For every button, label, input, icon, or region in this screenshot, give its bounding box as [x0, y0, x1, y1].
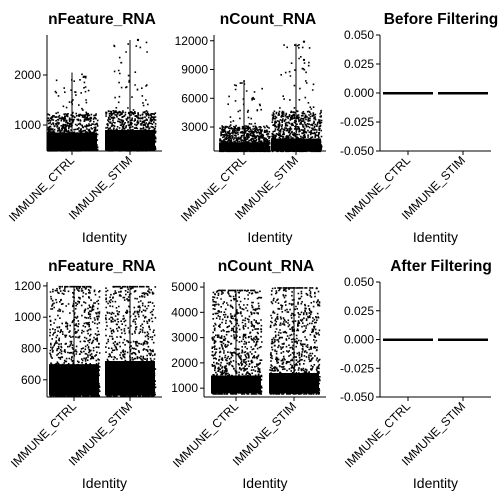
- panel-4-title: nFeature_RNA: [48, 258, 156, 275]
- panel-3-ytick-label: 0.000: [344, 86, 374, 100]
- panel-2-ytick-label: 9000: [181, 63, 208, 77]
- panel-2-series-1-dense: [219, 142, 269, 151]
- panel-5-series-1-dense: [211, 375, 261, 394]
- panel-6-ytick-label: 0.000: [344, 333, 374, 347]
- panel-6-series-1-points: [383, 338, 433, 341]
- panel-3-ytick-label: -0.050: [340, 144, 374, 158]
- panel-6-series-2-points: [438, 338, 488, 341]
- panel-4-ytick-label: 1000: [14, 310, 41, 324]
- panel-4-ytick-label: 600: [21, 373, 41, 387]
- panel-1-series-1-scatter: [47, 73, 99, 152]
- panel-2-series-2-points: [271, 43, 323, 153]
- panel-2-xlabel: Identity: [247, 229, 292, 245]
- panel-2-series-2-dense: [271, 138, 321, 151]
- panel-1-series-1-dense: [47, 132, 97, 150]
- panel-5-ytick-label: 4000: [171, 305, 198, 319]
- panel-5-ytick-label: 1000: [171, 381, 198, 395]
- panel-1-xlabel: Identity: [82, 229, 127, 245]
- panel-6-ytick-label: 0.050: [344, 275, 374, 289]
- panel-2-ytick-label: 3000: [181, 120, 208, 134]
- panel-1-outlier: [136, 38, 140, 42]
- panel-5-ytick-label: 2000: [171, 356, 198, 370]
- panel-5-title: nCount_RNA: [218, 258, 314, 275]
- panel-6-title: After Filtering: [390, 258, 492, 275]
- panel-1-title: nFeature_RNA: [48, 11, 156, 28]
- panel-4-xlabel: Identity: [82, 475, 127, 491]
- panel-1-series-2-scatter: [105, 41, 157, 152]
- panel-3-ytick-label: 0.050: [344, 28, 374, 42]
- panel-1-series-2-points: [105, 40, 157, 152]
- panel-2-series-1-points: [219, 80, 271, 153]
- panel-5-series-2-dense: [269, 372, 319, 394]
- panel-3-series-1-points: [383, 92, 433, 95]
- panel-2-outlier: [302, 58, 306, 62]
- panel-3-series-2-value: [438, 92, 488, 95]
- panel-6-ytick-label: -0.050: [340, 390, 374, 404]
- panel-6-xlabel: Identity: [413, 475, 458, 491]
- panel-3-series-2-points: [438, 92, 488, 95]
- panel-2-outlier: [302, 40, 306, 43]
- panel-6-series-2-value: [438, 338, 488, 341]
- panel-2-ytick-label: 12000: [175, 34, 209, 48]
- panel-1-ytick-label: 2000: [14, 68, 41, 82]
- panel-1-series-1-points: [47, 72, 99, 152]
- panel-6-ytick-label: -0.025: [340, 361, 374, 375]
- panel-4-series-1-points: [49, 285, 101, 397]
- panel-2-title: nCount_RNA: [220, 11, 316, 28]
- panel-4-series-2-dense: [105, 361, 155, 396]
- panel-5-series-2-scatter: [269, 287, 321, 395]
- panel-3-ytick-label: -0.025: [340, 115, 374, 129]
- panel-3-series-1-value: [383, 92, 433, 95]
- panel-2-series-1-scatter: [219, 80, 271, 153]
- panel-6-ytick-label: 0.025: [344, 304, 374, 318]
- panel-3-xlabel: Identity: [413, 229, 458, 245]
- panel-4-series-1-dense: [49, 364, 99, 396]
- panel-5-ytick-label: 3000: [171, 331, 198, 345]
- panel-5-series-1-points: [211, 289, 263, 395]
- panel-5-series-1-scatter: [211, 289, 263, 395]
- panel-4-ytick-label: 800: [21, 341, 41, 355]
- panel-3-ytick-label: 0.025: [344, 57, 374, 71]
- panel-1-ytick-label: 1000: [14, 118, 41, 132]
- panel-1-series-2-dense: [105, 130, 155, 150]
- panel-3-title: Before Filtering: [384, 11, 499, 28]
- panel-6-series-1-value: [383, 338, 433, 341]
- panel-5-ytick-label: 5000: [171, 280, 198, 294]
- panel-2-series-2-scatter: [271, 44, 323, 153]
- panel-5-series-2-points: [269, 287, 321, 395]
- panel-2-ytick-label: 6000: [181, 91, 208, 105]
- panel-4-series-2-points: [105, 285, 157, 397]
- panel-4-ytick-label: 1200: [14, 279, 41, 293]
- panel-5-xlabel: Identity: [242, 475, 287, 491]
